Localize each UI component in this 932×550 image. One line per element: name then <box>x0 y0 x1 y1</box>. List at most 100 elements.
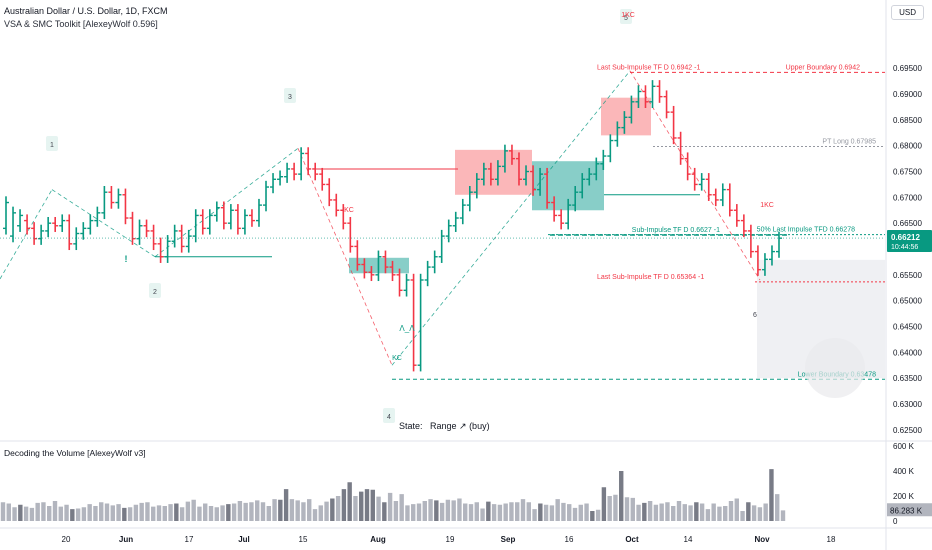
volume-bar <box>104 503 110 521</box>
volume-bar <box>439 502 445 521</box>
time-axis-label: 14 <box>684 535 693 544</box>
volume-bar <box>584 503 589 521</box>
volume-bar <box>451 500 456 521</box>
volume-bar <box>35 502 40 521</box>
volume-bar <box>653 504 659 521</box>
volume-bar <box>723 506 728 521</box>
volume-bar <box>203 503 208 521</box>
volume-bar <box>116 504 121 521</box>
volume-bar <box>162 506 167 521</box>
volume-bar <box>81 507 87 521</box>
time-axis-label: Sep <box>501 535 516 544</box>
last-sub-impulse-top-label: Last Sub-Impulse TF D 0.6942 -1 <box>597 64 700 71</box>
volume-bar <box>780 510 786 521</box>
volume-bar <box>740 511 745 521</box>
price-tick-label: 0.68500 <box>893 116 922 125</box>
wave-label: 3 <box>288 94 292 101</box>
level-label: PT Long 0.67985 <box>822 138 876 145</box>
last-price-badge <box>887 230 932 253</box>
volume-bar <box>41 502 46 521</box>
volume-bar <box>324 501 329 521</box>
wave-marker <box>284 88 296 103</box>
wave-marker <box>620 9 632 24</box>
time-axis-label: Aug <box>370 535 386 544</box>
volume-bar <box>18 504 23 521</box>
volume-bar <box>370 489 375 521</box>
bear-zone <box>601 97 651 136</box>
volume-bar <box>751 505 757 521</box>
volume-bar <box>376 496 381 521</box>
volume-bar <box>278 499 283 521</box>
volume-bar <box>457 498 462 521</box>
volume-bar <box>526 502 531 521</box>
time-axis-label: 17 <box>185 535 194 544</box>
price-tick-label: 0.67000 <box>893 193 922 202</box>
volume-bar <box>474 502 479 521</box>
volume-bar <box>763 503 768 521</box>
volume-tick-label: 0 <box>893 517 898 526</box>
volume-bar <box>422 501 427 521</box>
volume-bar <box>613 494 618 521</box>
volume-bar <box>289 499 295 521</box>
volume-bar <box>295 500 300 521</box>
price-tick-label: 0.62500 <box>893 426 922 435</box>
volume-bar <box>411 504 416 521</box>
volume-bar <box>463 503 468 521</box>
volume-bar <box>520 499 526 521</box>
currency-button[interactable]: USD <box>891 5 924 20</box>
wave-line <box>629 70 761 281</box>
volume-bar <box>341 489 347 521</box>
time-axis-label: Nov <box>754 535 770 544</box>
level-label: 50% Last Impulse TFD 0.66278 <box>757 227 855 234</box>
volume-bar <box>665 502 670 521</box>
time-axis-label: Jul <box>238 535 250 544</box>
time-axis-label: 19 <box>446 535 455 544</box>
exclaim-label: ! <box>125 254 128 264</box>
time-axis-label: 15 <box>299 535 308 544</box>
volume-bar <box>509 502 514 521</box>
volume-bar <box>23 506 29 521</box>
kc-label: KC <box>344 207 354 214</box>
volume-bar <box>393 501 399 521</box>
volume-bar <box>486 501 491 521</box>
volume-bar <box>590 511 595 521</box>
volume-bar <box>139 502 144 521</box>
volume-last-value: 86.283 K <box>890 506 923 515</box>
volume-bar <box>47 506 52 521</box>
volume-bar <box>711 503 716 521</box>
volume-bar <box>347 482 352 521</box>
volume-bar <box>688 505 693 521</box>
time-axis-label: 16 <box>565 535 574 544</box>
volume-bar <box>515 502 520 521</box>
volume-bar <box>110 505 115 521</box>
volume-bar <box>185 501 191 521</box>
volume-bar <box>543 504 549 521</box>
volume-bar <box>179 507 185 521</box>
kc-label: 1KC <box>621 12 635 19</box>
volume-bar <box>260 502 266 521</box>
volume-bar <box>197 506 202 521</box>
price-tick-label: 0.64000 <box>893 348 922 357</box>
volume-bar <box>538 503 543 521</box>
volume-bar <box>405 505 410 521</box>
volume-bar <box>156 505 162 521</box>
wave-line <box>297 148 393 366</box>
volume-bar <box>29 507 35 521</box>
time-axis-label: Jun <box>119 535 133 544</box>
wave-label: 6 <box>753 312 757 319</box>
volume-tick-label: 400 K <box>893 467 915 476</box>
volume-bar <box>642 502 647 521</box>
price-tick-label: 0.65000 <box>893 297 922 306</box>
price-tick-label: 0.66500 <box>893 219 922 228</box>
indicator-label[interactable]: VSA & SMC Toolkit [AlexeyWolf 0.596] <box>4 19 158 29</box>
last-price-value: 0.66212 <box>891 233 920 242</box>
volume-bar <box>717 506 722 521</box>
symbol-title[interactable]: Australian Dollar / U.S. Dollar, 1D, FXC… <box>4 6 168 16</box>
volume-bar <box>58 506 63 521</box>
state-label: State: <box>399 421 423 431</box>
volume-tick-label: 200 K <box>893 492 915 501</box>
volume-bar <box>145 502 150 521</box>
volume-bar <box>226 504 231 521</box>
